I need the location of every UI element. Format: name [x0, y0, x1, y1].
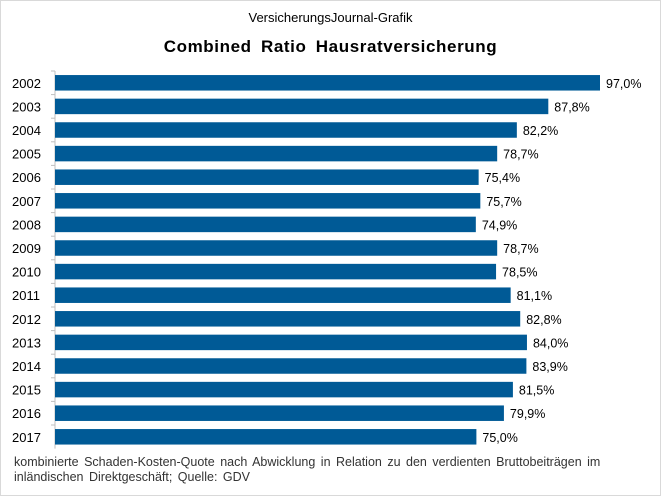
category-label: 2017: [12, 430, 41, 445]
bar-2013: [55, 334, 527, 351]
bar-2007: [55, 193, 481, 209]
category-label: 2007: [12, 194, 41, 209]
chart-source-label: VersicherungsJournal-Grafik: [248, 10, 413, 25]
data-label: 75,0%: [482, 431, 517, 445]
bar-2011: [55, 287, 511, 303]
data-label: 79,9%: [510, 407, 545, 421]
data-label: 84,0%: [533, 336, 568, 350]
data-label: 81,1%: [517, 289, 552, 303]
bar-2016: [55, 405, 504, 421]
category-label: 2015: [12, 383, 41, 398]
bar-2010: [55, 263, 497, 280]
bar-2003: [55, 98, 549, 115]
category-label: 2003: [12, 99, 41, 114]
category-label: 2004: [12, 123, 41, 138]
category-label: 2016: [12, 406, 41, 421]
category-label: 2005: [12, 147, 41, 162]
bar-2008: [55, 216, 476, 233]
data-label: 81,5%: [519, 384, 554, 398]
bar-2004: [55, 122, 517, 138]
category-label: 2002: [12, 76, 41, 91]
category-label: 2014: [12, 359, 41, 374]
data-label: 78,7%: [503, 148, 538, 162]
data-label: 97,0%: [606, 77, 641, 91]
bar-2017: [55, 429, 477, 445]
bar-2015: [55, 381, 513, 398]
category-label: 2009: [12, 241, 41, 256]
category-label: 2008: [12, 217, 41, 232]
category-label: 2011: [12, 288, 40, 303]
bar-2005: [55, 145, 498, 162]
category-label: 2006: [12, 170, 41, 185]
chart-footnote: kombinierte Schaden-Kosten-Quote nach Ab…: [14, 455, 601, 484]
data-label: 78,5%: [502, 266, 537, 280]
data-label: 87,8%: [554, 100, 589, 114]
category-label: 2012: [12, 312, 41, 327]
data-label: 75,7%: [486, 195, 521, 209]
data-label: 83,9%: [532, 360, 567, 374]
data-label: 82,8%: [526, 313, 561, 327]
bar-2002: [55, 75, 600, 91]
category-label: 2010: [12, 265, 41, 280]
data-label: 74,9%: [482, 218, 517, 232]
bar-2012: [55, 311, 521, 327]
bar-2014: [55, 358, 527, 374]
bar-2009: [55, 240, 498, 256]
data-label: 75,4%: [485, 171, 520, 185]
chart-title: Combined Ratio Hausratversicherung: [163, 37, 498, 56]
bar-2006: [55, 169, 479, 185]
data-label: 78,7%: [503, 242, 538, 256]
category-label: 2013: [12, 335, 41, 350]
data-label: 82,2%: [523, 124, 558, 138]
